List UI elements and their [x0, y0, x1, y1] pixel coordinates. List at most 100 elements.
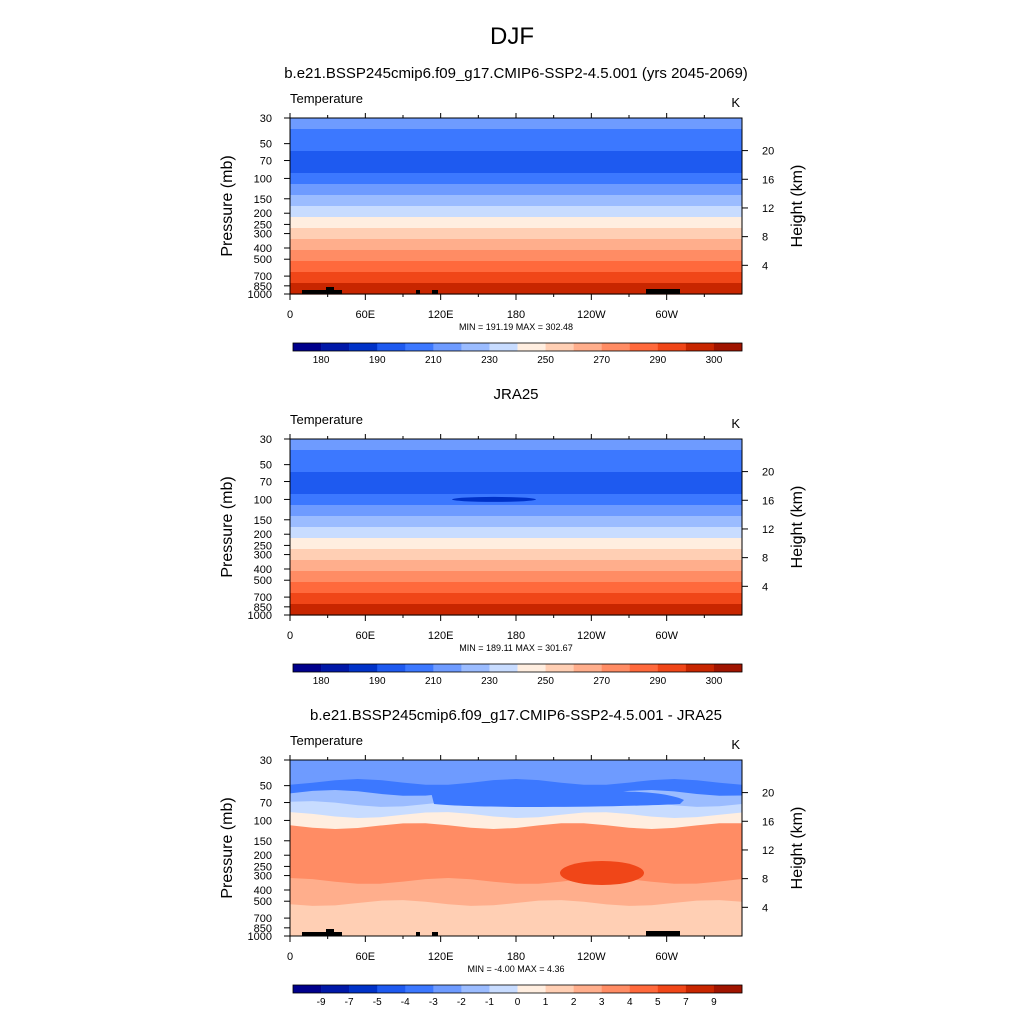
- colorbar-swatch: [545, 664, 574, 672]
- x-tick-label: 180: [507, 630, 525, 642]
- y-tick-label: 250: [254, 861, 272, 873]
- colorbar-swatch: [629, 343, 659, 351]
- y-tick-label: 70: [260, 477, 272, 489]
- contour-band: [290, 261, 742, 273]
- colorbar-swatch: [489, 985, 518, 993]
- colorbar-swatch: [713, 343, 743, 351]
- contour-band: [290, 129, 742, 141]
- contour-band: [290, 228, 742, 240]
- colorbar-frame: [292, 984, 743, 994]
- y-axis-label: Pressure (mb): [219, 797, 236, 898]
- colorbar-label: 210: [425, 355, 442, 366]
- y-tick-label: 1000: [248, 289, 272, 301]
- y-tick-label: 200: [254, 529, 272, 541]
- y2-tick-label: 4: [762, 260, 768, 272]
- contour-band: [290, 151, 742, 163]
- y-tick-label: 150: [254, 194, 272, 206]
- contour-band: [290, 571, 742, 583]
- terrain-block: [326, 929, 334, 936]
- contour-band: [290, 878, 742, 896]
- contour-band: [452, 496, 536, 502]
- colorbar-swatch: [601, 985, 631, 993]
- y2-tick-label: 8: [762, 874, 768, 886]
- colorbar-label: 190: [369, 355, 386, 366]
- variable-label: Temperature: [290, 91, 363, 106]
- units-label: K: [731, 737, 740, 752]
- contour-band: [290, 250, 742, 262]
- y-tick-label: 250: [254, 219, 272, 231]
- contour-band: [290, 173, 742, 185]
- stats-label: MIN = 191.19 MAX = 302.48: [459, 322, 573, 332]
- x-tick-label: 120W: [577, 630, 606, 642]
- contour-band: [290, 823, 742, 841]
- contour-band: [290, 889, 742, 907]
- contour-band: [430, 786, 684, 807]
- colorbar-swatch: [545, 343, 574, 351]
- contour-band: [290, 217, 742, 229]
- y-tick-label: 100: [254, 173, 272, 185]
- colorbar-swatch: [293, 343, 322, 351]
- figure-title: DJF: [490, 23, 534, 50]
- colorbar-label: -3: [429, 997, 438, 1008]
- contour-band: [290, 845, 742, 863]
- terrain-block: [432, 290, 438, 294]
- y-tick-label: 300: [254, 871, 272, 883]
- colorbar-swatch: [685, 664, 715, 672]
- colorbar-swatch: [377, 664, 406, 672]
- colorbar-label: 290: [649, 676, 666, 687]
- colorbar-swatch: [377, 985, 406, 993]
- stats-label: MIN = 189.11 MAX = 301.67: [459, 643, 572, 653]
- colorbar-swatch: [685, 985, 715, 993]
- panels: b.e21.BSSP245cmip6.f09_g17.CMIP6-SSP2-4.…: [219, 65, 806, 1008]
- colorbar-label: 3: [599, 997, 605, 1008]
- terrain-block: [302, 290, 342, 294]
- contour-band: [290, 582, 742, 594]
- contour-band: [290, 162, 742, 174]
- colorbar-label: 230: [481, 355, 498, 366]
- colorbar-frame: [292, 342, 743, 352]
- y2-tick-label: 8: [762, 553, 768, 565]
- y-tick-label: 200: [254, 208, 272, 220]
- y-tick-label: 200: [254, 850, 272, 862]
- colorbar-swatch: [321, 664, 350, 672]
- y-tick-label: 50: [260, 781, 272, 793]
- contour-band: [290, 779, 742, 797]
- x-tick-label: 0: [287, 630, 293, 642]
- x-tick-label: 120W: [577, 951, 606, 963]
- x-tick-label: 180: [507, 309, 525, 321]
- colorbar-swatch: [461, 343, 490, 351]
- colorbar-swatch: [573, 664, 602, 672]
- y-tick-label: 500: [254, 896, 272, 908]
- x-tick-label: 0: [287, 951, 293, 963]
- contour-band: [290, 560, 742, 572]
- contour-band: [290, 195, 742, 207]
- y-tick-label: 400: [254, 885, 272, 897]
- colorbar-label: 300: [706, 676, 723, 687]
- contour-band: [290, 450, 742, 462]
- y-tick-label: 50: [260, 460, 272, 472]
- terrain-block: [646, 289, 680, 294]
- contour-band: [290, 140, 742, 152]
- colorbar-label: -1: [485, 997, 494, 1008]
- contour-band: [290, 538, 742, 550]
- terrain-block: [432, 932, 438, 936]
- contour-band: [290, 272, 742, 284]
- y-tick-label: 700: [254, 271, 272, 283]
- contour-band: [290, 922, 742, 936]
- y-tick-label: 70: [260, 156, 272, 168]
- y2-axis-label: Height (km): [789, 807, 806, 890]
- colorbar-label: 7: [683, 997, 689, 1008]
- colorbar-label: 4: [627, 997, 633, 1008]
- terrain-block: [302, 932, 342, 936]
- colorbar-swatch: [517, 664, 546, 672]
- y-axis-label: Pressure (mb): [219, 476, 236, 577]
- stats-label: MIN = -4.00 MAX = 4.36: [467, 964, 564, 974]
- x-tick-label: 120E: [428, 951, 454, 963]
- x-tick-label: 120E: [428, 309, 454, 321]
- contour-band: [290, 505, 742, 517]
- y-tick-label: 1000: [248, 931, 272, 943]
- colorbar-swatch: [517, 985, 546, 993]
- y2-tick-label: 20: [762, 788, 774, 800]
- x-tick-label: 60W: [655, 630, 678, 642]
